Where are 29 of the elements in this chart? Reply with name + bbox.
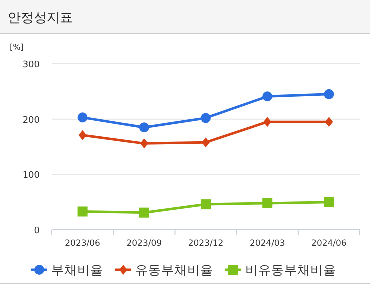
point [139,208,150,218]
x-tick-label: 2023/09 [126,239,162,249]
y-tick-label: 0 [34,226,40,236]
point [202,138,210,148]
point [324,89,334,100]
point [139,122,150,133]
point [78,130,87,140]
legend-label: 비유동부채비율 [246,262,336,278]
x-tick-label: 2024/06 [312,239,347,249]
y-tick-label: 100 [22,171,40,182]
point [78,206,88,217]
legend-label: 유동부채비율 [136,262,214,278]
point [201,200,211,210]
y-tick-label: 200 [22,116,40,126]
point [325,117,334,128]
point [78,112,88,123]
x-tick-label: 2023/06 [65,239,100,249]
x-tick-label: 2023/12 [188,239,224,249]
legend-label: 부채비율 [52,262,104,278]
point [201,113,211,124]
point [140,138,148,149]
x-tick-label: 2024/03 [250,239,286,249]
chart-title: 안정성지표 [8,11,73,26]
point [264,117,272,128]
point [262,92,273,102]
point [262,198,273,208]
y-tick-label: 300 [22,60,40,70]
point [324,197,334,208]
y-axis-title: [%] [10,43,24,52]
